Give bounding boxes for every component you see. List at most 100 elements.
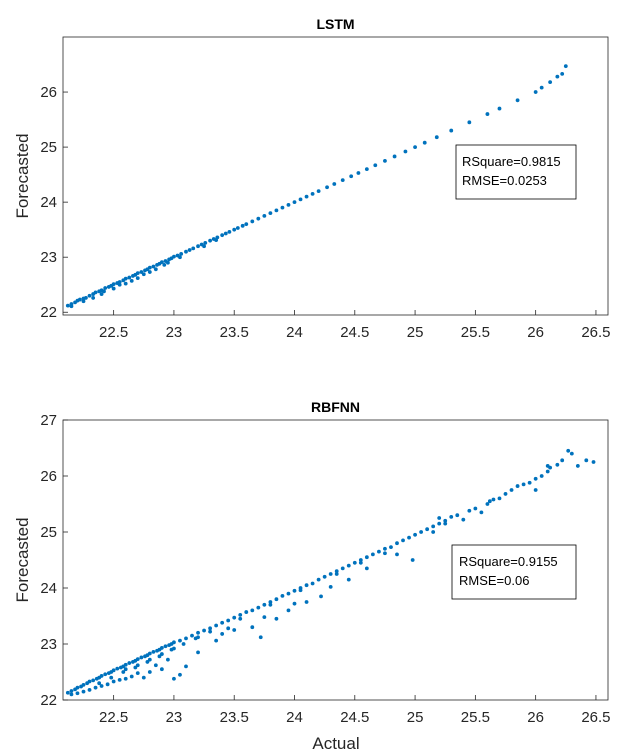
data-point-lstm (298, 197, 303, 202)
data-point-rbfnn (220, 632, 225, 636)
data-point-lstm (65, 303, 70, 308)
data-point-lstm (240, 223, 245, 228)
y-tick-label-rbfnn: 25 (40, 524, 57, 541)
data-point-rbfnn (178, 638, 182, 643)
data-point-lstm (135, 271, 140, 276)
data-point-lstm (208, 238, 213, 243)
data-point-rbfnn (437, 521, 442, 526)
data-point-lstm (203, 240, 208, 245)
data-point-lstm (250, 219, 255, 224)
x-tick-label-rbfnn: 25.5 (461, 709, 490, 726)
data-point-rbfnn (65, 690, 70, 695)
data-point-rbfnn (133, 665, 138, 670)
data-point-rbfnn (389, 545, 393, 550)
data-point-rbfnn (75, 685, 80, 690)
x-tick-label-rbfnn: 26 (527, 709, 544, 726)
data-point-rbfnn (334, 569, 339, 574)
data-point-rbfnn (545, 469, 550, 474)
data-point-rbfnn (555, 462, 560, 467)
data-point-lstm (515, 98, 520, 103)
data-point-rbfnn (575, 464, 580, 468)
data-point-rbfnn (503, 492, 508, 496)
y-axis-label-lstm: Forecasted (13, 133, 32, 218)
data-point-lstm (548, 80, 553, 85)
data-point-lstm (77, 297, 82, 302)
data-point-rbfnn (395, 541, 399, 546)
data-point-rbfnn (443, 521, 448, 526)
data-point-lstm (141, 272, 146, 277)
data-point-lstm (449, 128, 454, 133)
data-point-lstm (286, 203, 291, 207)
data-point-lstm (191, 246, 196, 251)
data-point-rbfnn (81, 682, 86, 687)
data-point-rbfnn (127, 661, 132, 665)
data-point-lstm (332, 182, 337, 186)
data-point-rbfnn (99, 674, 104, 678)
data-point-lstm (103, 286, 108, 290)
data-point-lstm (244, 222, 249, 227)
ticks-rbfnn: 22.5 23 23.5 24 24.5 25 25.5 26 26.5 22 23 24 25 26 27 (40, 412, 610, 726)
data-point-rbfnn (135, 671, 140, 676)
data-point-rbfnn (455, 513, 460, 518)
data-point-lstm (316, 189, 321, 194)
data-point-rbfnn (395, 552, 399, 557)
data-point-rbfnn (591, 460, 596, 464)
data-point-lstm (539, 85, 544, 90)
data-point-rbfnn (401, 538, 405, 543)
x-tick-label-rbfnn: 26.5 (581, 709, 610, 726)
data-point-rbfnn (262, 615, 267, 620)
data-point-rbfnn (280, 593, 285, 598)
data-point-rbfnn (407, 535, 411, 540)
data-point-rbfnn (527, 480, 532, 485)
chart-title-lstm: LSTM (316, 16, 354, 32)
data-point-lstm (151, 264, 156, 269)
data-point-lstm (292, 200, 297, 205)
data-point-rbfnn (364, 555, 369, 560)
data-point-rbfnn (292, 601, 297, 606)
y-tick-label-rbfnn: 26 (40, 468, 57, 485)
data-point-rbfnn (310, 581, 315, 586)
data-point-lstm (364, 167, 369, 172)
data-point-rbfnn (147, 657, 152, 662)
data-point-lstm (235, 226, 240, 230)
data-point-lstm (91, 296, 96, 300)
data-point-rbfnn (208, 629, 213, 634)
data-point-rbfnn (358, 558, 363, 562)
data-point-rbfnn (75, 691, 80, 696)
data-point-rbfnn (461, 517, 466, 522)
x-tick-label-rbfnn: 22.5 (99, 709, 128, 726)
data-point-lstm (497, 106, 502, 111)
data-point-rbfnn (141, 675, 146, 680)
data-point-rbfnn (316, 577, 321, 582)
data-point-rbfnn (328, 572, 333, 576)
x-tick-label-lstm: 24.5 (340, 324, 369, 341)
data-point-rbfnn (383, 546, 387, 551)
data-point-rbfnn (81, 689, 86, 694)
data-point-rbfnn (346, 577, 351, 582)
data-point-lstm (153, 267, 158, 272)
data-point-lstm (159, 260, 164, 265)
data-point-rbfnn (449, 514, 454, 519)
data-point-rbfnn (232, 628, 237, 632)
data-point-rbfnn (521, 482, 526, 487)
data-point-rbfnn (196, 650, 200, 655)
data-point-rbfnn (97, 681, 102, 686)
data-point-rbfnn (87, 688, 92, 692)
x-tick-label-lstm: 22.5 (99, 324, 128, 341)
data-point-rbfnn (268, 600, 273, 604)
data-point-rbfnn (346, 563, 351, 568)
data-point-rbfnn (431, 524, 436, 529)
x-tick-label-lstm: 26.5 (581, 324, 610, 341)
x-tick-label-rbfnn: 24.5 (340, 709, 369, 726)
data-point-lstm (81, 299, 86, 304)
data-point-lstm (172, 254, 176, 259)
data-point-rbfnn (509, 488, 514, 492)
data-point-rbfnn (274, 616, 279, 621)
data-point-rbfnn (437, 516, 442, 520)
y-tick-label-rbfnn: 23 (40, 636, 57, 653)
data-point-rbfnn (431, 530, 436, 534)
data-point-rbfnn (491, 497, 496, 502)
data-point-rbfnn (123, 667, 128, 672)
data-point-rbfnn (238, 616, 243, 621)
x-tick-label-lstm: 24 (286, 324, 303, 341)
